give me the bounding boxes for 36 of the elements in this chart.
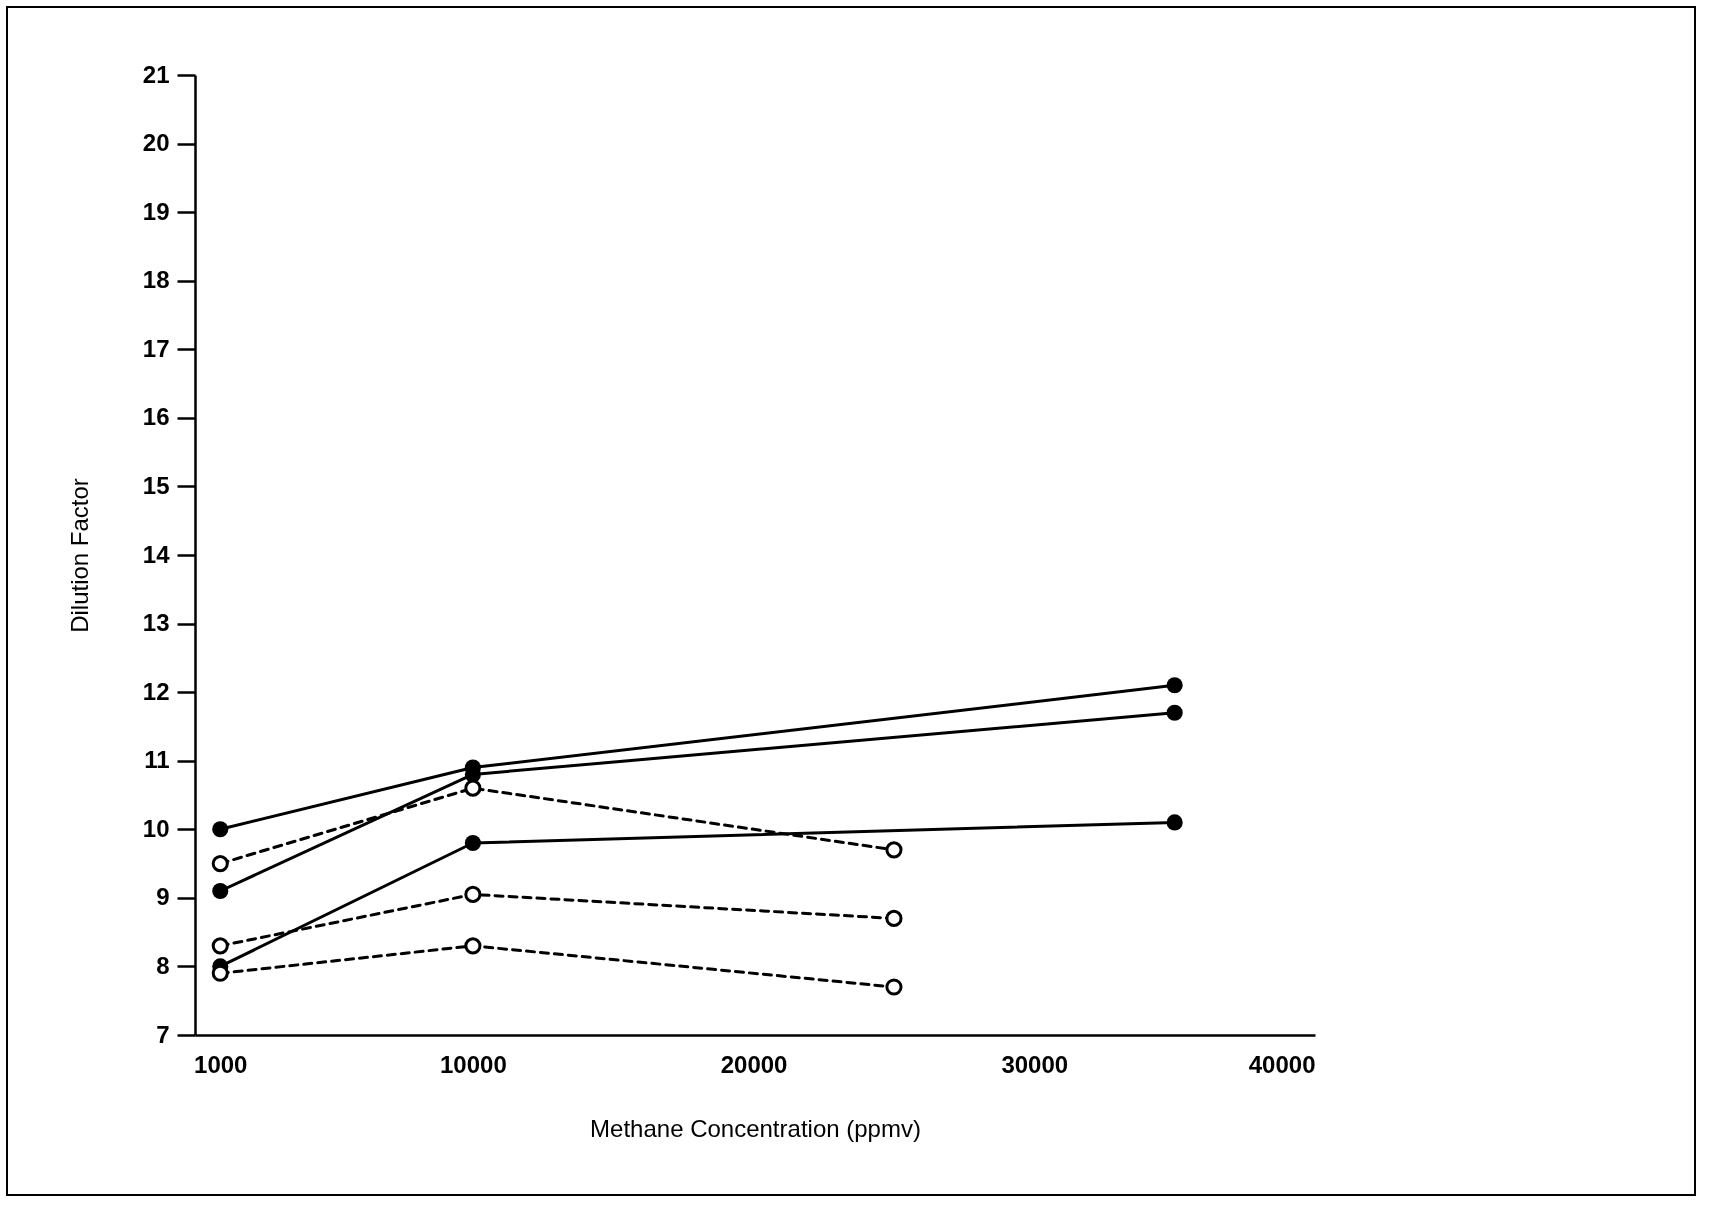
point <box>212 882 229 900</box>
x-tick-label: 30000 <box>1001 1050 1069 1078</box>
point <box>885 909 903 927</box>
y-tick-label: 19 <box>142 197 170 225</box>
y-tick-label: 14 <box>142 540 171 568</box>
y-tick-label: 20 <box>142 129 170 157</box>
y-tick-label: 15 <box>142 471 170 499</box>
point <box>885 978 903 996</box>
point <box>1166 677 1183 694</box>
y-axis-title: Dilution Factor <box>65 478 93 633</box>
y-tick-label: 16 <box>142 403 170 431</box>
y-tick-label: 12 <box>142 677 170 705</box>
point <box>211 855 229 873</box>
point <box>1166 814 1183 831</box>
y-tick-label: 17 <box>142 334 170 362</box>
point <box>885 841 903 859</box>
x-tick-label: 10000 <box>440 1050 507 1078</box>
x-tick-label: 20000 <box>720 1050 788 1078</box>
point <box>464 779 482 797</box>
x-tick-label: 1000 <box>194 1050 248 1078</box>
y-tick-label: 11 <box>144 746 170 774</box>
y-tick-label: 8 <box>156 951 170 979</box>
point <box>464 885 482 903</box>
point <box>1166 704 1183 721</box>
x-axis-title: Methane Concentration (ppmv) <box>590 1114 921 1142</box>
x-tick-label: 40000 <box>1248 1050 1316 1078</box>
point <box>464 937 482 955</box>
y-tick-label: 13 <box>142 609 170 637</box>
point <box>212 821 229 838</box>
y-tick-label: 21 <box>142 60 170 88</box>
y-tick-label: 10 <box>142 814 170 842</box>
point <box>211 937 229 955</box>
y-tick-label: 7 <box>156 1020 170 1048</box>
point <box>464 834 481 852</box>
y-tick-label: 9 <box>156 883 170 911</box>
y-tick-label: 18 <box>142 266 170 294</box>
